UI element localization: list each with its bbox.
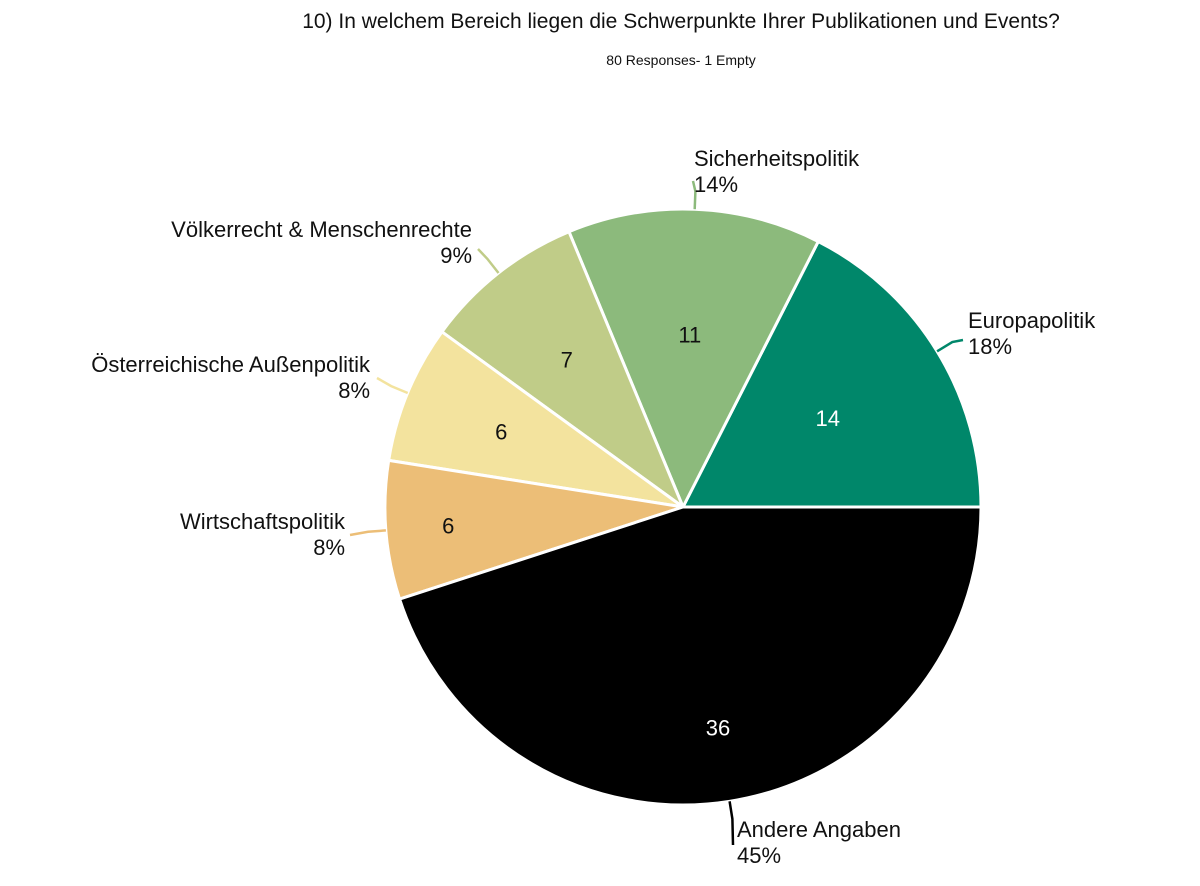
pie-slice bbox=[566, 207, 821, 511]
slice-percent-label: 14% bbox=[694, 172, 738, 197]
slice-value-label: 14 bbox=[816, 406, 840, 431]
leader-line bbox=[691, 180, 697, 210]
slice-category-label: Völkerrecht & Menschenrechte bbox=[171, 217, 472, 242]
slice-value-label: 7 bbox=[561, 348, 573, 373]
slice-category-label: Wirtschaftspolitik bbox=[180, 509, 346, 534]
pie-slice bbox=[680, 239, 983, 509]
leader-line bbox=[477, 248, 500, 274]
leader-line bbox=[936, 338, 964, 353]
slice-category-label: Sicherheitspolitik bbox=[694, 146, 860, 171]
slice-percent-label: 8% bbox=[313, 535, 345, 560]
slice-value-label: 36 bbox=[706, 716, 730, 741]
slice-value-label: 6 bbox=[495, 420, 507, 445]
slice-percent-label: 18% bbox=[968, 334, 1012, 359]
slice-value-label: 11 bbox=[678, 322, 701, 347]
pie-slice bbox=[383, 458, 684, 601]
slice-category-label: Österreichische Außenpolitik bbox=[91, 352, 371, 377]
leader-line bbox=[376, 376, 409, 395]
slice-percent-label: 8% bbox=[338, 378, 370, 403]
pie-slice bbox=[397, 505, 983, 807]
slice-value-label: 6 bbox=[442, 514, 454, 539]
slice-category-label: Andere Angaben bbox=[737, 817, 901, 842]
slice-percent-label: 45% bbox=[737, 843, 781, 868]
chart-title: 10) In welchem Bereich liegen die Schwer… bbox=[302, 10, 1060, 33]
slice-category-label: Europapolitik bbox=[968, 308, 1096, 333]
chart-subtitle: 80 Responses- 1 Empty bbox=[606, 52, 756, 68]
leader-line bbox=[728, 801, 735, 846]
leader-line bbox=[349, 529, 386, 537]
slice-percent-label: 9% bbox=[440, 243, 472, 268]
